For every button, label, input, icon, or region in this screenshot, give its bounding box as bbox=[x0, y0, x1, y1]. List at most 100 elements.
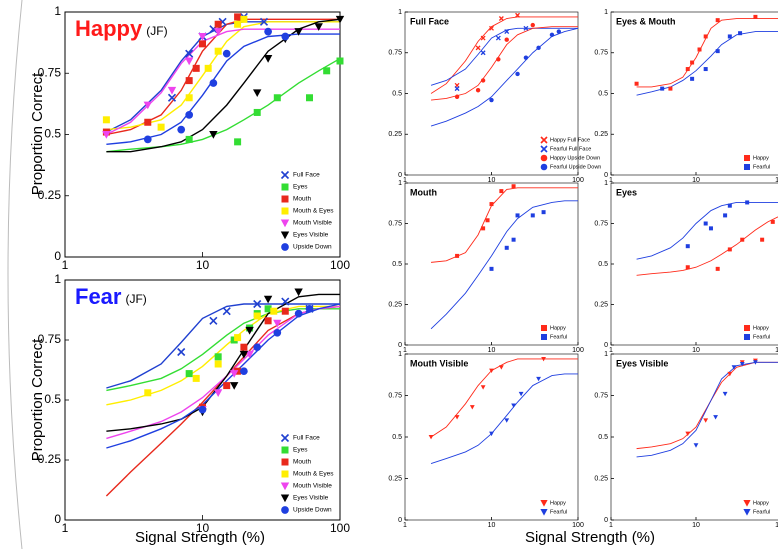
legend-label: Happy bbox=[753, 500, 769, 506]
legend-label: Mouth Visible bbox=[293, 220, 332, 227]
data-point bbox=[515, 12, 520, 18]
data-point bbox=[745, 200, 750, 205]
data-point bbox=[715, 18, 720, 23]
fit-curve bbox=[106, 33, 340, 145]
y-tick-label: 0.25 bbox=[38, 188, 62, 202]
data-point bbox=[697, 47, 702, 52]
data-point bbox=[541, 356, 546, 362]
x-tick-label: 10 bbox=[488, 347, 496, 354]
data-point bbox=[530, 213, 535, 218]
legend-label: Happy bbox=[550, 500, 566, 506]
y-tick-label: 0 bbox=[604, 172, 608, 179]
x-tick-label: 100 bbox=[330, 258, 350, 272]
data-point bbox=[727, 34, 732, 39]
data-point bbox=[281, 307, 289, 315]
data-point bbox=[518, 391, 524, 397]
fit-curve bbox=[106, 305, 340, 406]
x-tick-label: 1 bbox=[609, 177, 613, 184]
x-tick-label: 1 bbox=[609, 522, 613, 529]
data-point bbox=[314, 23, 323, 31]
data-point bbox=[455, 253, 460, 258]
y-axis-label: Proportion Correct bbox=[29, 338, 46, 461]
data-point bbox=[504, 418, 510, 423]
legend-label: Mouth bbox=[293, 459, 311, 466]
data-point bbox=[690, 76, 695, 81]
x-axis-label: Signal Strength (%) bbox=[135, 529, 265, 546]
data-point bbox=[263, 295, 273, 304]
legend-label: Happy Upside Down bbox=[550, 155, 600, 161]
fit-curve bbox=[106, 303, 340, 389]
data-point bbox=[234, 13, 242, 21]
y-tick-label: 0 bbox=[398, 342, 402, 349]
data-point bbox=[481, 226, 486, 231]
fit-curve bbox=[430, 187, 578, 263]
y-tick-label: 0.25 bbox=[388, 301, 402, 308]
data-point bbox=[693, 443, 699, 448]
data-point bbox=[143, 101, 152, 110]
data-point bbox=[703, 418, 709, 423]
data-point bbox=[253, 343, 262, 352]
y-tick-label: 0 bbox=[398, 517, 402, 524]
legend-marker bbox=[540, 509, 548, 516]
data-point bbox=[685, 244, 690, 249]
y-axis-label: Proportion Correct bbox=[29, 72, 46, 195]
legend-label: Fearful bbox=[753, 334, 770, 340]
data-point bbox=[454, 415, 460, 420]
x-tick-label: 100 bbox=[775, 522, 778, 529]
y-tick-label: 0.75 bbox=[594, 220, 608, 227]
legend-label: Eyes Visible bbox=[293, 495, 329, 502]
data-point bbox=[541, 210, 546, 215]
data-point bbox=[727, 203, 732, 208]
data-point bbox=[708, 226, 713, 231]
data-point bbox=[496, 57, 501, 62]
legend-marker bbox=[281, 243, 289, 251]
y-tick-label: 1 bbox=[398, 180, 402, 187]
y-tick-label: 0.25 bbox=[388, 131, 402, 138]
data-point bbox=[214, 47, 222, 55]
fit-curve bbox=[636, 201, 778, 260]
fit-curve bbox=[106, 293, 340, 432]
data-point bbox=[294, 288, 303, 297]
x-tick-label: 1 bbox=[403, 347, 407, 354]
data-point bbox=[469, 405, 475, 410]
fit-curve bbox=[105, 305, 341, 497]
data-point bbox=[489, 431, 494, 437]
data-point bbox=[198, 405, 207, 414]
x-tick-label: 100 bbox=[775, 177, 778, 184]
data-point bbox=[240, 15, 248, 23]
plot-frame bbox=[404, 182, 579, 346]
legend-label: Upside Down bbox=[293, 507, 332, 514]
y-tick-label: 0.5 bbox=[44, 127, 61, 141]
data-point bbox=[281, 297, 290, 306]
x-tick-label: 10 bbox=[692, 177, 700, 184]
data-point bbox=[498, 16, 504, 21]
data-point bbox=[515, 213, 520, 218]
legend-label: Eyes bbox=[293, 447, 308, 454]
chart-title: Eyes Visible bbox=[616, 358, 668, 368]
fit-curve bbox=[106, 308, 340, 392]
chart-title: Eyes bbox=[616, 187, 637, 197]
data-point bbox=[305, 94, 313, 102]
data-point bbox=[185, 111, 194, 119]
legend-marker bbox=[744, 164, 750, 170]
y-tick-label: 0.75 bbox=[388, 392, 402, 399]
data-point bbox=[234, 20, 242, 28]
data-point bbox=[703, 221, 708, 226]
data-point bbox=[273, 328, 282, 337]
data-point bbox=[214, 353, 222, 361]
data-point bbox=[715, 49, 720, 54]
data-point bbox=[504, 245, 509, 250]
data-point bbox=[223, 382, 231, 390]
data-point bbox=[760, 237, 765, 242]
y-tick-label: 0.75 bbox=[388, 50, 402, 57]
y-tick-label: 0 bbox=[54, 512, 61, 526]
legend-label: Eyes Visible bbox=[293, 232, 329, 239]
data-point bbox=[335, 15, 345, 24]
chart-title: Full Face bbox=[410, 16, 449, 26]
data-point bbox=[480, 78, 486, 83]
data-point bbox=[229, 382, 239, 390]
data-point bbox=[770, 219, 775, 224]
data-point bbox=[273, 94, 281, 102]
data-point bbox=[209, 79, 218, 87]
